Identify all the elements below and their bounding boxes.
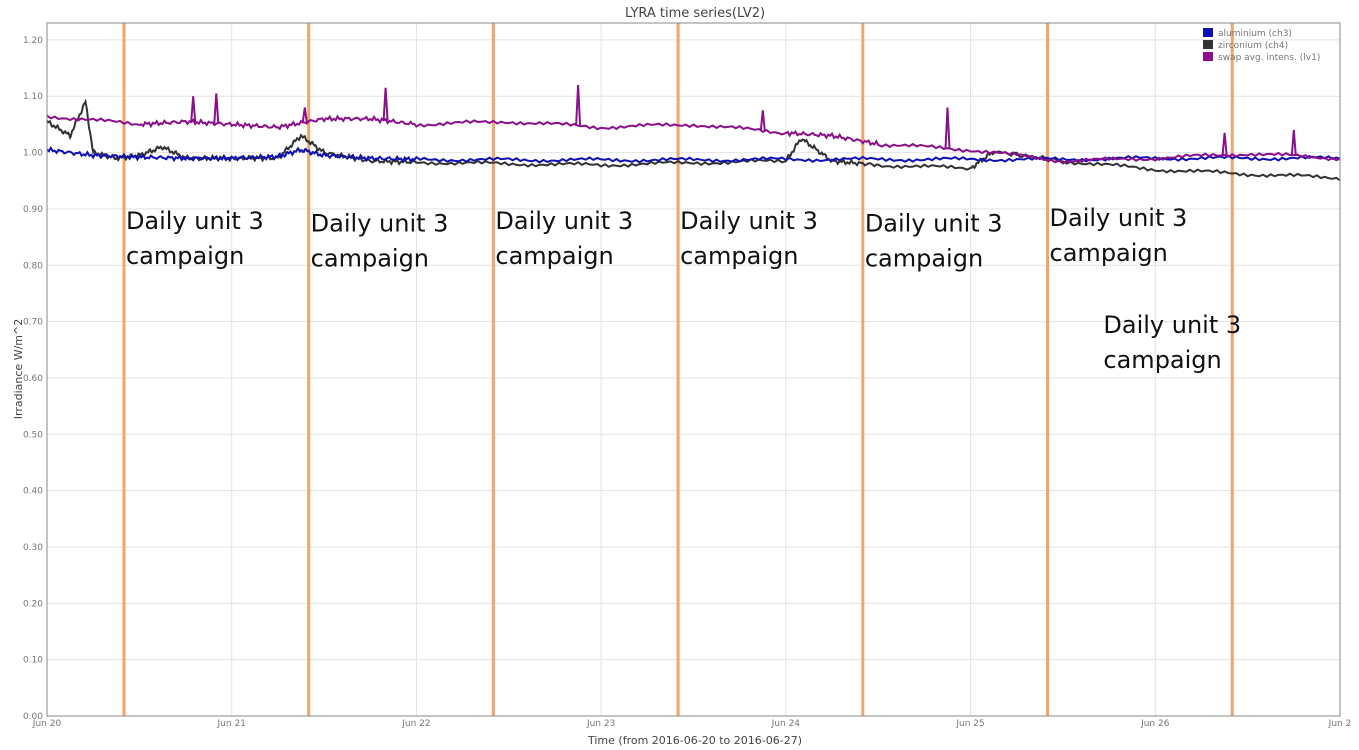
y-tick-label: 0.90 <box>23 205 43 215</box>
x-tick-label: Jun 26 <box>1140 719 1170 729</box>
series-spike <box>575 84 582 126</box>
series-spike <box>759 110 766 131</box>
annotation-line2: campaign <box>680 242 798 270</box>
y-tick-label: 0.20 <box>23 599 43 609</box>
series-spike <box>301 107 308 123</box>
y-tick-label: 0.10 <box>23 656 43 666</box>
annotation-line1: Daily unit 3 <box>495 207 633 235</box>
x-axis-ticks: Jun 20 Jun 21 Jun 22 Jun 23 Jun 24 Jun 25 Jun … <box>32 719 1352 729</box>
y-tick-label: 1.20 <box>23 36 43 46</box>
x-tick-label: Jun 21 <box>217 719 246 729</box>
annotation-line2: campaign <box>126 242 244 270</box>
series-spike <box>1290 129 1297 157</box>
legend-swatch <box>1203 40 1213 49</box>
series-spike <box>190 96 197 123</box>
annotations: Daily unit 3 campaign Daily unit 3 campaign… <box>126 204 1241 374</box>
y-tick-label: 0.00 <box>23 712 43 722</box>
swap-series-line <box>46 114 1341 165</box>
legend-label: swap avg. intens. (lv1) <box>1218 53 1320 63</box>
y-axis-label: Irradiance W/m^2 <box>12 319 25 419</box>
annotation-line1: Daily unit 3 <box>1050 204 1188 232</box>
legend-swatch <box>1203 52 1213 61</box>
series-spike <box>944 107 951 149</box>
series-spike <box>382 87 389 121</box>
annotation-line2: campaign <box>311 245 429 273</box>
y-tick-label: 0.30 <box>23 543 43 553</box>
chart-title: LYRA time series(LV2) <box>625 6 765 21</box>
aluminium-series-line <box>46 145 1341 164</box>
annotation-line2: campaign <box>865 245 983 273</box>
annotation-line1: Daily unit 3 <box>1103 311 1241 339</box>
x-tick-label: Jun 2 <box>1328 719 1352 729</box>
annotation-line2: campaign <box>495 242 613 270</box>
x-tick-label: Jun 20 <box>32 719 62 729</box>
x-tick-label: Jun 25 <box>955 719 984 729</box>
series-lines <box>46 84 1341 182</box>
x-tick-label: Jun 24 <box>771 719 801 729</box>
y-tick-label: 0.40 <box>23 487 43 497</box>
annotation-line1: Daily unit 3 <box>311 210 449 238</box>
y-axis-ticks: 0.00 0.10 0.20 0.30 0.40 0.50 0.60 0.70 0.80 0.90… <box>23 36 43 722</box>
legend-swatch <box>1203 28 1213 37</box>
legend-label: zirconium (ch4) <box>1218 41 1288 51</box>
x-tick-label: Jun 23 <box>586 719 615 729</box>
annotation-line2: campaign <box>1050 239 1168 267</box>
annotation-line1: Daily unit 3 <box>680 207 818 235</box>
plot-frame <box>46 22 1341 717</box>
x-axis-label: Time (from 2016-06-20 to 2016-06-27) <box>587 734 802 747</box>
y-tick-label: 1.10 <box>23 92 43 102</box>
annotation-line2: campaign <box>1103 346 1221 374</box>
campaign-lines <box>122 23 1234 716</box>
series-spike <box>1221 132 1228 155</box>
y-tick-label: 0.60 <box>23 374 43 384</box>
y-tick-label: 0.50 <box>23 430 43 440</box>
legend-label: aluminium (ch3) <box>1218 29 1292 39</box>
annotation-line1: Daily unit 3 <box>865 210 1003 238</box>
y-tick-label: 0.80 <box>23 261 43 271</box>
zirconium-series-line <box>46 98 1341 182</box>
series-spike <box>213 93 220 124</box>
x-tick-label: Jun 22 <box>401 719 430 729</box>
legend: aluminium (ch3) zirconium (ch4) swap avg. … <box>1203 28 1320 63</box>
annotation-line1: Daily unit 3 <box>126 207 264 235</box>
y-tick-label: 0.70 <box>23 318 43 328</box>
y-tick-label: 1.00 <box>23 149 43 159</box>
